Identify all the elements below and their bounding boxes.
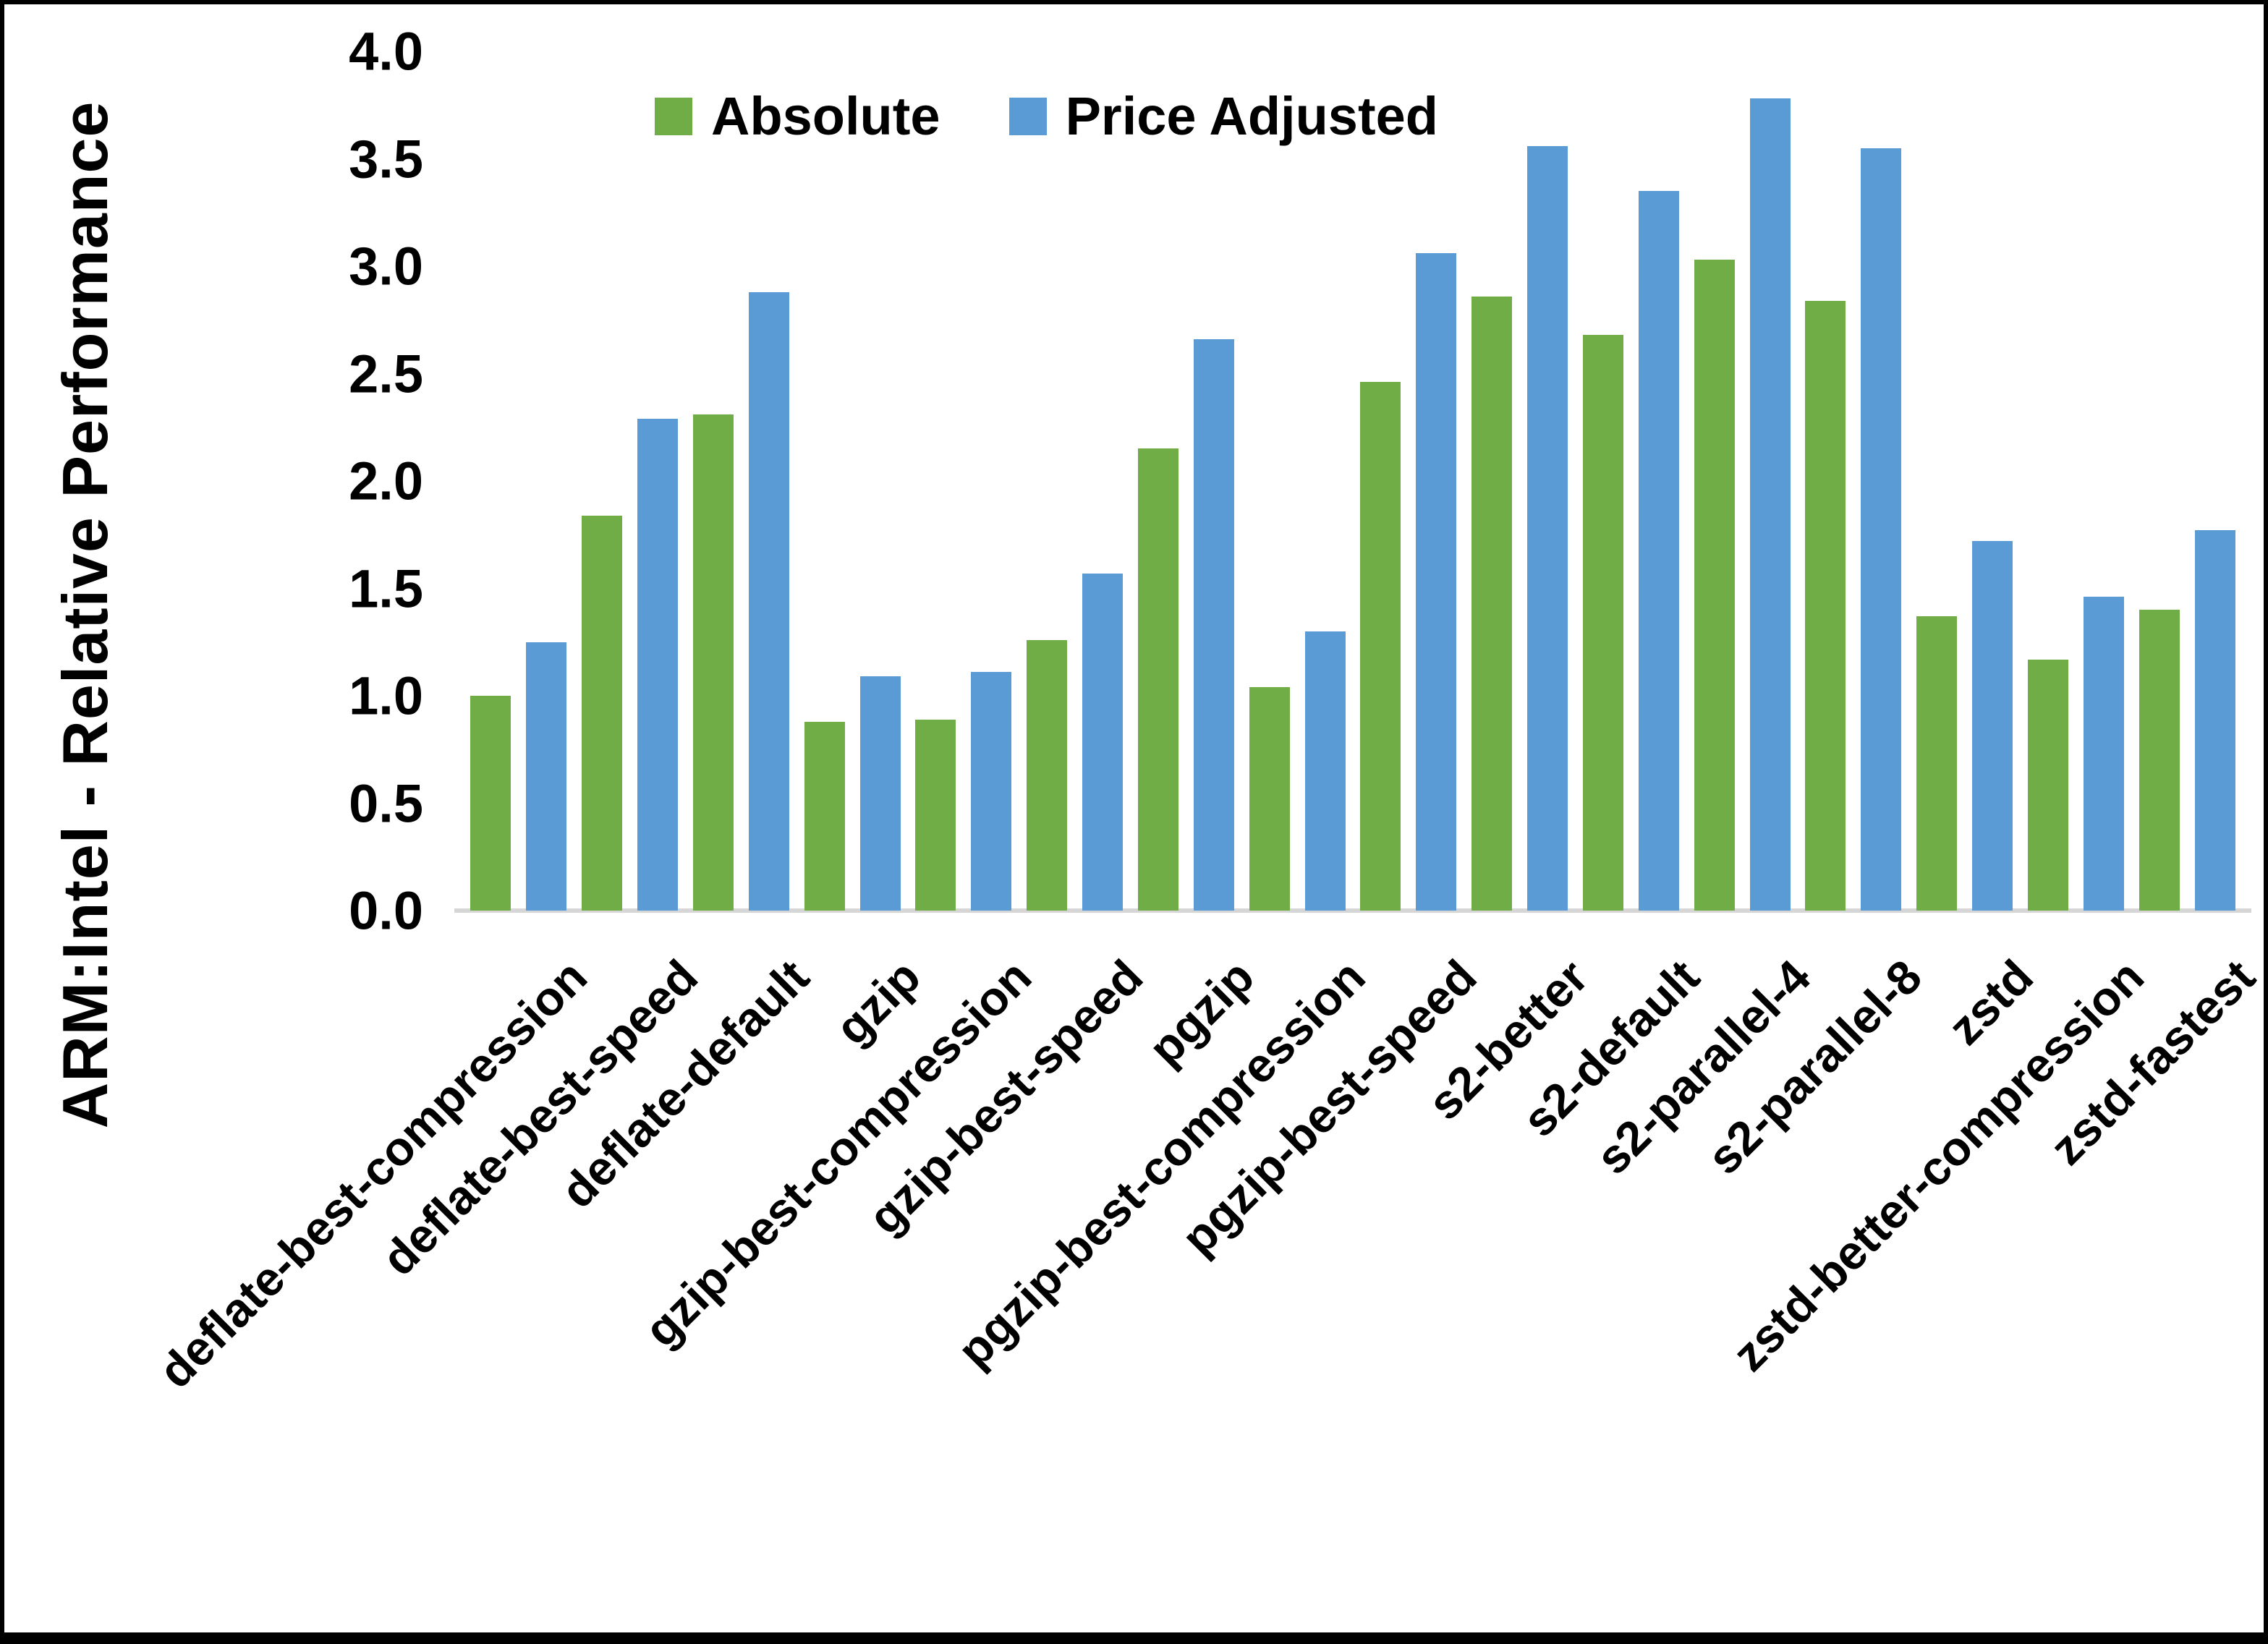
bar-absolute-gzip-best-compression (915, 719, 956, 911)
y-tick-label: 3.0 (349, 236, 423, 297)
legend: Absolute Price Adjusted (655, 85, 1438, 147)
bar-absolute-deflate-default (692, 414, 734, 911)
y-tick-label: 1.5 (349, 558, 423, 618)
bar-price-adjusted-gzip (859, 676, 901, 911)
x-category-label-deflate-best-compression: deflate-best-compression (148, 949, 597, 1398)
legend-item-absolute: Absolute (655, 85, 940, 147)
bar-price-adjusted-deflate-default (748, 291, 789, 911)
bar-price-adjusted-gzip-best-speed (1082, 573, 1124, 911)
y-tick-label: 4.0 (349, 21, 423, 82)
bar-absolute-pgzip-best-speed (1360, 382, 1401, 911)
legend-label: Absolute (711, 86, 940, 146)
bar-price-adjusted-s2-better (1527, 145, 1568, 911)
bar-price-adjusted-gzip-best-compression (971, 672, 1012, 911)
bar-absolute-zstd (1916, 616, 1958, 911)
bar-price-adjusted-deflate-best-compression (526, 642, 567, 911)
bar-absolute-gzip-best-speed (1027, 639, 1068, 911)
y-tick-label: 1.0 (349, 665, 423, 726)
bar-price-adjusted-pgzip-best-compression (1304, 631, 1346, 911)
frame-border-right (2264, 0, 2268, 1644)
frame-border-left (0, 0, 4, 1644)
bar-price-adjusted-s2-default (1638, 191, 1679, 911)
y-tick-label: 0.0 (349, 880, 423, 941)
legend-swatch-icon (655, 97, 692, 135)
frame-border-bottom (0, 1632, 2268, 1644)
bar-price-adjusted-s2-parallel-8 (1861, 148, 1902, 911)
bar-absolute-gzip (804, 721, 845, 911)
bar-price-adjusted-zstd-fastest (2194, 530, 2235, 911)
y-tick-label: 2.0 (349, 451, 423, 511)
plot-area (463, 51, 2243, 911)
bar-price-adjusted-s2-parallel-4 (1749, 98, 1791, 911)
bar-price-adjusted-pgzip (1193, 338, 1234, 911)
bar-absolute-deflate-best-speed (582, 515, 623, 911)
bar-absolute-pgzip-best-compression (1249, 687, 1290, 911)
bar-price-adjusted-zstd-better-compression (2083, 597, 2124, 911)
y-tick-label: 3.5 (349, 129, 423, 189)
bar-price-adjusted-pgzip-best-speed (1416, 253, 1457, 911)
bar-absolute-deflate-best-compression (470, 696, 511, 911)
legend-swatch-icon (1008, 97, 1047, 135)
y-axis-title: ARM:Intel - Relative Performance (49, 101, 121, 1129)
x-axis-line (454, 908, 2251, 913)
legend-label: Price Adjusted (1065, 86, 1438, 146)
frame-border-top (0, 0, 2268, 4)
y-tick-label: 0.5 (349, 773, 423, 833)
bar-absolute-zstd-better-compression (2027, 659, 2068, 911)
bar-absolute-s2-better (1471, 296, 1513, 911)
bar-price-adjusted-zstd (1972, 541, 2013, 911)
legend-item-price-adjusted: Price Adjusted (1008, 85, 1438, 147)
bar-absolute-zstd-fastest (2139, 610, 2180, 911)
bar-absolute-pgzip (1137, 448, 1178, 911)
bar-price-adjusted-deflate-best-speed (637, 418, 679, 911)
bar-absolute-s2-parallel-8 (1805, 300, 1846, 911)
bar-absolute-s2-parallel-4 (1694, 260, 1735, 911)
y-tick-label: 2.5 (349, 344, 423, 404)
bar-absolute-s2-default (1582, 335, 1623, 911)
